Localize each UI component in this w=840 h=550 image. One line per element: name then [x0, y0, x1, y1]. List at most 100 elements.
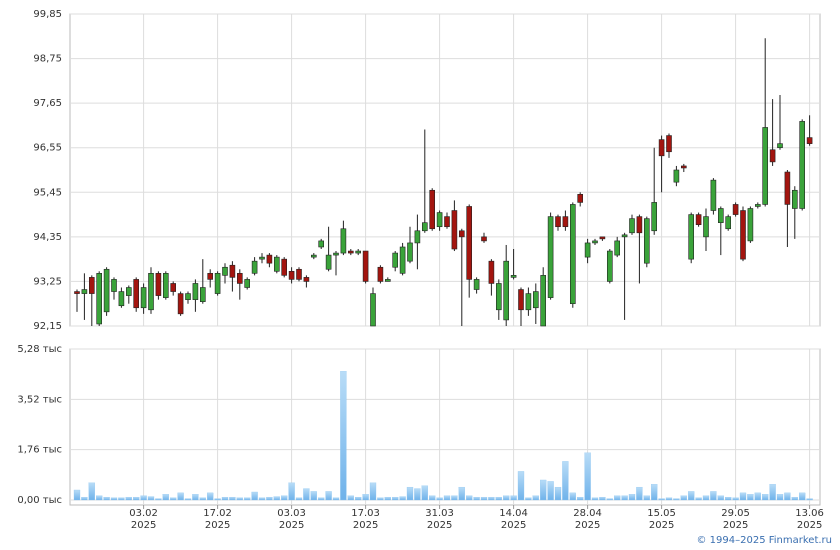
candle-body: [503, 260, 510, 321]
candle-body: [273, 256, 280, 272]
volume-bar: [244, 497, 251, 501]
volume-bar: [480, 496, 488, 501]
y-tick-label: 93,25: [33, 276, 62, 287]
x-tick-label: 03.03 2025: [277, 508, 306, 531]
y-tick-label: 98,75: [33, 54, 62, 65]
candle-body: [392, 252, 399, 268]
volume-bar: [443, 495, 451, 501]
x-tick-label: 17.03 2025: [351, 508, 380, 531]
volume-bar: [340, 371, 347, 501]
volume-bar: [510, 495, 517, 501]
volume-bar: [799, 492, 806, 501]
volume-bar: [147, 496, 155, 501]
candle-body: [495, 283, 502, 311]
candle-body: [532, 291, 539, 309]
volume-bar: [266, 496, 273, 501]
volume-bar: [466, 495, 473, 501]
volume-bar: [384, 496, 391, 501]
candle-body: [214, 273, 221, 294]
volume-bar: [540, 479, 547, 501]
candle-body: [407, 242, 413, 262]
candle-body: [769, 149, 776, 163]
volume-bar: [332, 497, 340, 501]
candle-body: [762, 127, 769, 205]
candle-body: [444, 216, 450, 228]
x-tick-label: 29.05 2025: [721, 508, 750, 531]
x-tick-label: 31.03 2025: [425, 508, 454, 531]
volume-bar: [554, 486, 562, 501]
volume-bar: [251, 491, 258, 501]
volume-bar: [377, 497, 384, 501]
candle-body: [251, 260, 258, 274]
candle-body: [614, 240, 621, 256]
candle-body: [518, 289, 524, 311]
volume-bar: [288, 482, 295, 501]
candle-body: [688, 214, 695, 260]
volume-bar: [221, 496, 229, 501]
volume-bar: [236, 497, 243, 501]
candle-body: [318, 240, 325, 248]
candle-body: [481, 236, 487, 242]
credit: © 1994–2025 Finmarket.ru: [696, 535, 832, 546]
candle-body: [74, 291, 80, 294]
volume-bar: [310, 491, 317, 501]
volume-bar: [436, 497, 443, 501]
volume-bar: [155, 498, 162, 501]
volume-bar: [503, 495, 510, 501]
volume-bar: [88, 482, 95, 501]
volume-bar: [702, 495, 710, 501]
candle-body: [103, 268, 110, 313]
candle-body: [355, 250, 362, 254]
candle-body: [458, 230, 465, 238]
volume-bar: [392, 496, 399, 501]
volume-bar: [214, 498, 221, 501]
volume-bar: [96, 495, 103, 501]
candle-body: [629, 218, 635, 234]
volume-bar: [451, 495, 458, 501]
volume-bar: [739, 492, 747, 501]
volume-bar: [606, 498, 613, 501]
candle-body: [540, 275, 547, 327]
candle-body: [806, 137, 813, 144]
volume-bar: [599, 496, 606, 501]
volume-bar: [658, 498, 665, 501]
volume-bar: [273, 496, 280, 501]
candle-body: [451, 210, 458, 250]
candle-body: [229, 264, 236, 278]
candle-body: [163, 273, 169, 298]
candle-body: [592, 240, 598, 244]
candle-body: [717, 208, 724, 223]
candle-body: [569, 204, 576, 305]
volume-bar: [184, 498, 192, 501]
candle-body: [555, 216, 561, 228]
candle-body: [703, 216, 709, 238]
candle-body: [799, 121, 806, 209]
candle-body: [636, 216, 643, 234]
candle-body: [170, 283, 176, 292]
volume-bar: [747, 494, 754, 501]
volume-bar: [488, 496, 495, 501]
volume-bar: [258, 497, 266, 501]
candle-body: [244, 279, 250, 288]
candle-body: [436, 212, 443, 228]
candle-body: [237, 273, 243, 284]
candle-body: [81, 289, 88, 294]
candle-body: [325, 254, 332, 270]
candle-body: [525, 293, 532, 311]
candle-body: [155, 273, 162, 296]
candle-body: [111, 279, 117, 292]
volume-bar: [636, 486, 643, 501]
candle-body: [140, 287, 147, 309]
x-tick-label: 15.05 2025: [647, 508, 676, 531]
x-tick-label: 13.06 2025: [795, 508, 824, 531]
volume-bar: [643, 495, 650, 501]
x-tick-label: 03.02 2025: [129, 508, 158, 531]
volume-bar: [73, 489, 81, 501]
volume-bar: [355, 496, 362, 501]
candle-body: [296, 268, 302, 280]
candle-body: [340, 228, 347, 254]
volume-bar: [133, 496, 140, 501]
volume-bar: [429, 495, 436, 501]
volume-bar: [318, 497, 325, 501]
